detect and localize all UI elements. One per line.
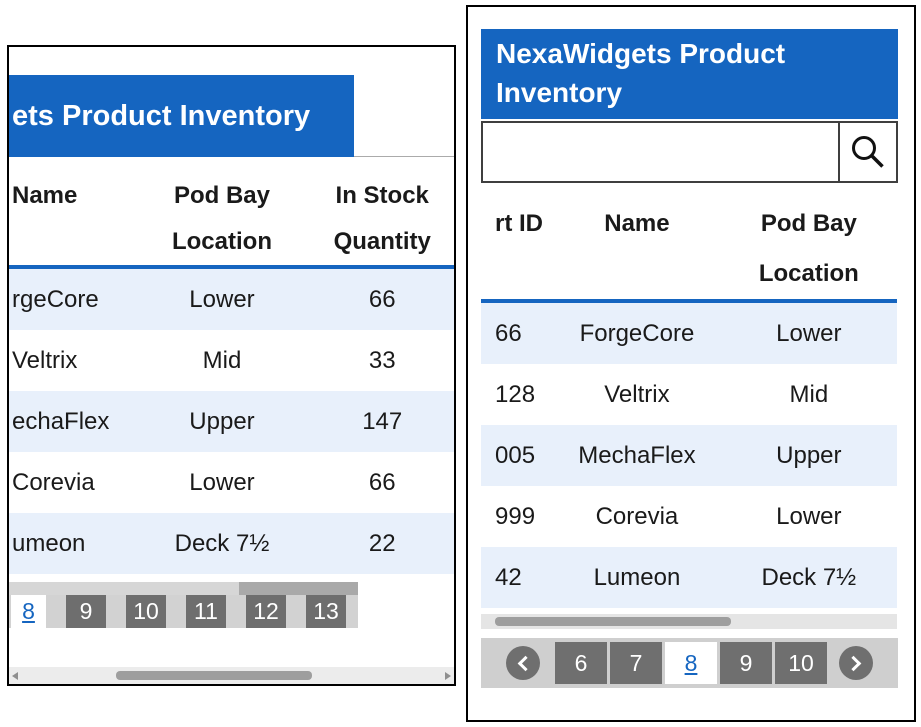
table-row: 999 Corevia Lower: [481, 486, 897, 547]
page-button[interactable]: 13: [306, 595, 346, 628]
pager-scrollbar-thumb[interactable]: [9, 582, 239, 595]
table-row: umeon Deck 7½ 22: [9, 513, 454, 574]
table-row: 005 MechaFlex Upper: [481, 425, 897, 486]
cell-part-id: 66: [495, 319, 522, 347]
cell-location: Deck 7½: [761, 563, 857, 591]
scroll-right-icon[interactable]: [445, 672, 451, 680]
prev-page-button[interactable]: [506, 646, 540, 680]
horizontal-scrollbar[interactable]: [481, 614, 897, 629]
search-box-partial: [354, 156, 454, 157]
cell-quantity: 33: [368, 346, 396, 374]
widget-title: NexaWidgets Product Inventory: [481, 29, 898, 119]
pager-scrollbar[interactable]: [9, 582, 358, 595]
cell-name: echaFlex: [12, 407, 110, 435]
page-button[interactable]: 10: [126, 595, 166, 628]
cell-part-id: 005: [495, 441, 536, 469]
inventory-widget-left: ets Product Inventory Name Pod Bay Locat…: [7, 45, 456, 686]
cell-name: ForgeCore: [579, 319, 695, 347]
page-button[interactable]: 12: [246, 595, 286, 628]
column-header-pod-bay-location[interactable]: Pod Bay Location: [758, 210, 859, 287]
cell-name: Corevia: [595, 502, 679, 530]
pager-bar: 8 9 10 11 12 13: [9, 595, 358, 628]
cell-location: Mid: [789, 380, 829, 408]
cell-part-id: 128: [495, 380, 536, 408]
cell-quantity: 22: [368, 529, 396, 557]
cell-name: Veltrix: [604, 380, 670, 408]
widget-title-text: NexaWidgets Product Inventory: [496, 38, 786, 108]
scrollbar-thumb[interactable]: [495, 617, 731, 626]
scroll-left-icon[interactable]: [12, 672, 18, 680]
page-button[interactable]: 9: [66, 595, 106, 628]
cell-location: Deck 7½: [174, 529, 270, 557]
column-header-pod-bay-location[interactable]: Pod Bay Location: [171, 182, 272, 255]
cell-location: Upper: [776, 441, 842, 469]
search-icon: [852, 136, 884, 168]
cell-quantity: 66: [368, 468, 396, 496]
table-row: rgeCore Lower 66: [9, 269, 454, 330]
cell-location: Lower: [776, 319, 842, 347]
cell-name: umeon: [12, 529, 86, 557]
cell-location: Lower: [189, 285, 255, 313]
table-row: 66 ForgeCore Lower: [481, 303, 897, 364]
cell-quantity: 66: [368, 285, 396, 313]
cell-name: MechaFlex: [578, 441, 696, 469]
page-button[interactable]: 6: [555, 642, 607, 684]
chevron-left-icon: [517, 655, 534, 671]
table-row: echaFlex Upper 147: [9, 391, 454, 452]
page-button[interactable]: 10: [775, 642, 827, 684]
table-viewport: rt ID Name Pod Bay Location 66 ForgeCore…: [481, 183, 897, 608]
cell-name: Corevia: [12, 468, 95, 496]
column-header-name[interactable]: Name: [604, 210, 670, 237]
cell-part-id: 999: [495, 502, 536, 530]
cell-part-id: 42: [495, 563, 522, 591]
page-button-current[interactable]: 8: [11, 595, 46, 628]
cell-name: rgeCore: [12, 285, 99, 313]
page-button-current[interactable]: 8: [665, 642, 717, 684]
column-header-in-stock-quantity[interactable]: In Stock Quantity: [333, 182, 431, 255]
cell-name: Veltrix: [12, 346, 78, 374]
cell-location: Lower: [189, 468, 255, 496]
pagination: 8 9 10 11 12 13: [9, 582, 358, 628]
table-row: 42 Lumeon Deck 7½: [481, 547, 897, 608]
horizontal-scrollbar[interactable]: [9, 667, 454, 684]
column-header-part-id[interactable]: rt ID: [495, 210, 543, 237]
widget-title: ets Product Inventory: [9, 75, 354, 157]
search-input[interactable]: [483, 123, 838, 181]
next-page-button[interactable]: [839, 646, 873, 680]
page-button[interactable]: 11: [186, 595, 226, 628]
column-header-name[interactable]: Name: [12, 182, 78, 209]
cell-location: Lower: [776, 502, 842, 530]
header-divider: [481, 299, 897, 303]
header-divider: [9, 265, 454, 269]
table-header-row: Name Pod Bay Location In Stock Quantity: [9, 173, 454, 265]
pagination: 6 7 8 9 10: [481, 638, 898, 688]
cell-location: Mid: [202, 346, 242, 374]
inventory-widget-right: NexaWidgets Product Inventory rt ID Name…: [466, 5, 916, 722]
table-row: Corevia Lower 66: [9, 452, 454, 513]
widget-title-text: ets Product Inventory: [12, 99, 311, 132]
search-button[interactable]: [838, 123, 896, 181]
page-button[interactable]: 7: [610, 642, 662, 684]
page-button[interactable]: 9: [720, 642, 772, 684]
cell-location: Upper: [189, 407, 255, 435]
table-row: 128 Veltrix Mid: [481, 364, 897, 425]
table-header-row: rt ID Name Pod Bay Location: [481, 199, 897, 299]
cell-quantity: 147: [362, 407, 403, 435]
table-row: Veltrix Mid 33: [9, 330, 454, 391]
cell-name: Lumeon: [593, 563, 681, 591]
search-box: [481, 121, 898, 183]
scrollbar-thumb[interactable]: [116, 671, 312, 680]
chevron-right-icon: [845, 655, 862, 671]
